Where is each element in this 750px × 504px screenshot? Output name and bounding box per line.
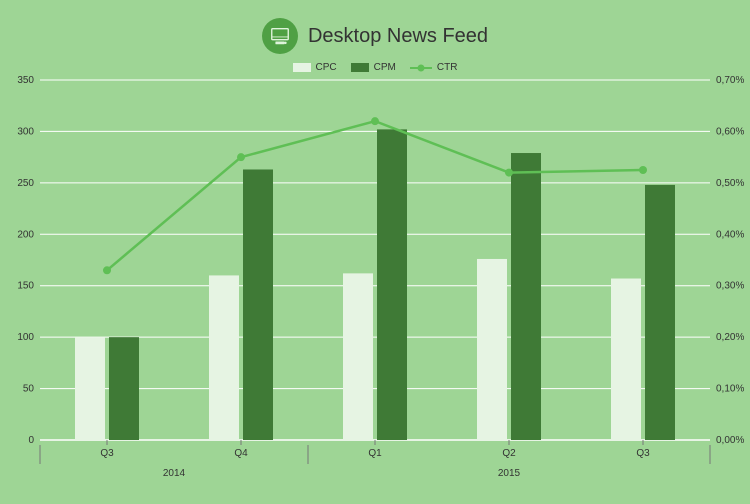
year-group-label: 2015 (498, 468, 521, 479)
bar-cpm (511, 153, 541, 440)
line-ctr (107, 121, 643, 270)
marker-ctr (371, 117, 379, 125)
bar-cpc (209, 275, 239, 440)
y-right-tick-label: 0,10% (716, 384, 744, 395)
chart-container: Desktop News Feed CPC CPM CTR 0501001502… (0, 0, 750, 504)
bar-cpm (243, 169, 273, 440)
y-right-tick-label: 0,50% (716, 178, 744, 189)
y-left-tick-label: 50 (23, 384, 35, 395)
marker-ctr (639, 166, 647, 174)
bar-cpm (645, 185, 675, 440)
x-tick-label: Q1 (368, 448, 382, 459)
marker-ctr (237, 153, 245, 161)
bar-cpm (109, 337, 139, 440)
chart-plot: 0 50 100 150 200 250 300 350 0,00% 0,10% 0,20% 0,30… (0, 0, 750, 504)
x-tick-label: Q4 (234, 448, 248, 459)
y-right-tick-label: 0,20% (716, 332, 744, 343)
y-right-tick-label: 0,00% (716, 435, 744, 446)
bar-cpc (343, 273, 373, 440)
y-right-tick-label: 0,30% (716, 281, 744, 292)
y-left-tick-label: 350 (17, 75, 34, 86)
y-right-tick-label: 0,60% (716, 126, 744, 137)
year-group-label: 2014 (163, 468, 186, 479)
marker-ctr (103, 266, 111, 274)
y-right-tick-label: 0,70% (716, 75, 744, 86)
marker-ctr (505, 169, 513, 177)
y-left-tick-label: 150 (17, 281, 34, 292)
x-tick-label: Q3 (100, 448, 114, 459)
bar-cpm (377, 129, 407, 440)
y-right-tick-label: 0,40% (716, 229, 744, 240)
y-left-tick-label: 100 (17, 332, 34, 343)
y-left-tick-label: 250 (17, 178, 34, 189)
y-left-tick-label: 200 (17, 229, 34, 240)
bar-cpc (75, 337, 105, 440)
y-left-tick-label: 0 (28, 435, 34, 446)
x-tick-label: Q3 (636, 448, 650, 459)
bar-cpc (611, 279, 641, 440)
x-tick-label: Q2 (502, 448, 516, 459)
y-left-tick-label: 300 (17, 126, 34, 137)
bar-cpc (477, 259, 507, 440)
